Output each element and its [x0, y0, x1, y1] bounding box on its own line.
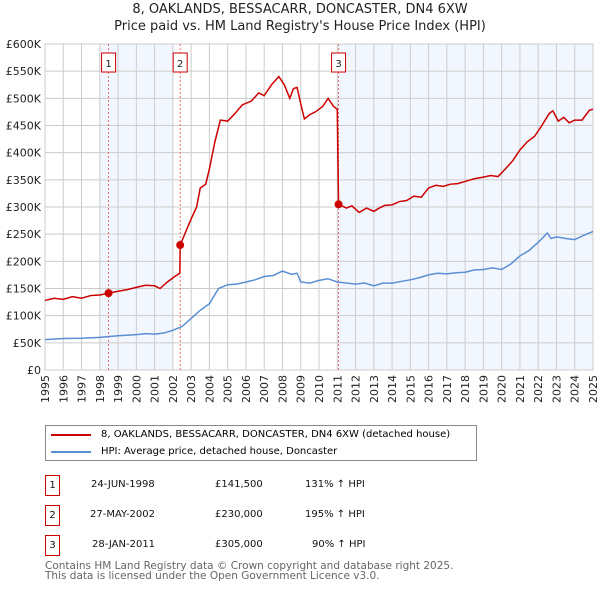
y-tick-label: £100K	[6, 310, 42, 323]
price-paid-line	[44, 75, 594, 302]
legend-swatch-blue	[51, 450, 91, 453]
x-tick-label: 2015	[404, 375, 417, 403]
x-tick-label: 2016	[423, 375, 436, 403]
y-tick-label: £550K	[6, 65, 42, 78]
x-tick-label: 2022	[532, 375, 545, 403]
sale-hpi: 90% ↑ HPI	[312, 539, 366, 550]
sale-badge: 2	[45, 505, 60, 526]
legend-label: HPI: Average price, detached house, Donc…	[101, 446, 338, 457]
table-row: 3 28-JAN-2011 £305,000 90% ↑ HPI	[45, 535, 465, 556]
sale-hpi: 195% ↑ HPI	[305, 509, 365, 520]
x-tick-label: 1998	[94, 375, 107, 403]
x-tick-label: 2005	[222, 375, 235, 403]
sale-price: £230,000	[215, 509, 263, 520]
sale-point	[104, 289, 113, 298]
price-chart: £0 £50K £100K £150K £200K £250K £300K £350K £400…	[6, 38, 600, 403]
y-tick-label: £500K	[6, 92, 42, 105]
x-tick-label: 2007	[258, 375, 271, 403]
x-tick-label: 2000	[130, 375, 143, 403]
x-tick-label: 2001	[149, 375, 162, 403]
y-tick-label: £400K	[6, 147, 42, 160]
x-tick-label: 2012	[350, 375, 363, 403]
sale-badge	[101, 52, 117, 73]
legend-item-hpi: HPI: Average price, detached house, Donc…	[51, 446, 337, 457]
y-tick-label: £50K	[13, 337, 42, 350]
y-tick-label: £200K	[6, 255, 42, 268]
sale-date: 27-MAY-2002	[90, 509, 156, 520]
legend-swatch-red	[51, 433, 91, 436]
footer-licence: This data is licensed under the Open Gov…	[45, 570, 380, 582]
y-tick-label: £600K	[6, 38, 42, 51]
legend-item-property: 8, OAKLANDS, BESSACARR, DONCASTER, DN4 6…	[51, 429, 450, 440]
x-tick-label: 2009	[295, 375, 308, 403]
y-tick-label: £250K	[6, 228, 42, 241]
sale-badge: 3	[45, 535, 60, 556]
x-tick-label: 2025	[587, 375, 600, 403]
x-tick-label: 2003	[185, 375, 198, 403]
sale-badge	[172, 52, 188, 73]
chart-title: 8, OAKLANDS, BESSACARR, DONCASTER, DN4 6…	[132, 2, 468, 17]
x-tick-label: 2002	[167, 375, 180, 403]
footer: Contains HM Land Registry data © Crown c…	[45, 560, 454, 582]
x-tick-label: 2021	[514, 375, 527, 403]
x-tick-label: 2006	[240, 375, 253, 403]
x-tick-label: 1999	[112, 375, 125, 403]
hpi-line	[44, 230, 594, 341]
sale-badge: 1	[45, 475, 60, 496]
x-tick-label: 2010	[313, 375, 326, 403]
x-tick-label: 2020	[496, 375, 509, 403]
y-tick-label: £300K	[6, 201, 42, 214]
x-tick-label: 1995	[39, 375, 52, 403]
y-tick-label: £150K	[6, 283, 42, 296]
x-tick-label: 2014	[386, 375, 399, 403]
sale-price: £141,500	[215, 479, 263, 490]
sale-point	[176, 241, 185, 250]
sale-badge-label: 1	[105, 59, 111, 70]
table-row: 2 27-MAY-2002 £230,000 195% ↑ HPI	[45, 505, 465, 526]
chart-subtitle: Price paid vs. HM Land Registry's House …	[114, 19, 486, 34]
footer-copyright: Contains HM Land Registry data © Crown c…	[45, 560, 454, 572]
legend-label: 8, OAKLANDS, BESSACARR, DONCASTER, DN4 6…	[101, 429, 451, 440]
sale-hpi: 131% ↑ HPI	[305, 479, 365, 490]
x-tick-label: 2011	[331, 375, 344, 403]
sale-date: 28-JAN-2011	[92, 539, 156, 550]
y-tick-label: £0	[27, 364, 41, 377]
x-tick-label: 2008	[276, 375, 289, 403]
y-tick-label: £450K	[6, 120, 42, 133]
x-tick-label: 2004	[203, 375, 216, 403]
sale-price: £305,000	[215, 539, 263, 550]
table-row: 1 24-JUN-1998 £141,500 131% ↑ HPI	[45, 475, 465, 496]
x-tick-label: 2023	[550, 375, 563, 403]
y-tick-label: £350K	[6, 174, 42, 187]
x-tick-label: 2018	[459, 375, 472, 403]
x-tick-label: 2019	[477, 375, 490, 403]
x-tick-label: 2017	[441, 375, 454, 403]
x-tick-label: 2024	[569, 375, 582, 403]
sale-point	[334, 200, 343, 209]
sale-date: 24-JUN-1998	[91, 479, 155, 490]
legend: 8, OAKLANDS, BESSACARR, DONCASTER, DN4 6…	[45, 425, 477, 461]
sale-badge-label: 2	[177, 59, 183, 70]
sale-badge	[331, 52, 347, 73]
x-tick-label: 2013	[368, 375, 381, 403]
x-tick-label: 1997	[76, 375, 89, 403]
sale-badge-label: 3	[335, 59, 341, 70]
x-tick-label: 1996	[57, 375, 70, 403]
